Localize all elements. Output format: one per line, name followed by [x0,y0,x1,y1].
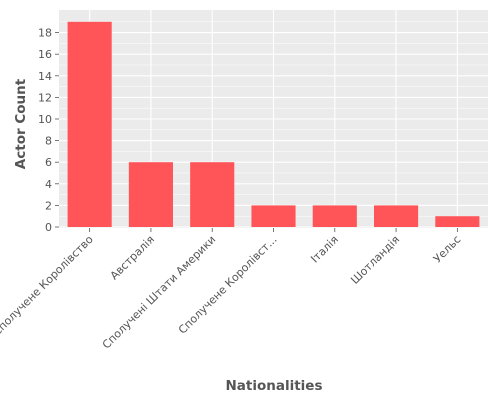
y-tick-label: 16 [38,48,52,61]
y-tick-label: 0 [45,221,52,234]
bar [435,216,480,227]
x-axis-title: Nationalities [225,378,322,394]
y-tick-label: 10 [38,113,52,126]
y-tick-label: 8 [45,135,52,148]
x-tick-label: Сполучене Королівст... [176,233,280,337]
bar [374,205,419,227]
bar [312,205,357,227]
y-tick-label: 2 [45,199,52,212]
bar [67,21,112,227]
bar [128,162,173,227]
x-tick-label: Сполучене Королівство [0,233,96,339]
y-tick-label: 6 [45,156,52,169]
x-tick-label: Шотландія [348,233,402,287]
y-tick-label: 18 [38,27,52,40]
bars [67,21,480,227]
x-axis-ticks: Сполучене Королівство АвстраліяСполучені … [0,228,463,351]
x-tick-label: Австралія [108,233,157,282]
bar [251,205,296,227]
x-tick-label: Сполучені Штати Америки [100,233,219,352]
y-tick-label: 14 [38,70,52,83]
x-tick-label: Італія [308,233,341,266]
x-tick-label: Уельс [431,233,464,266]
y-axis-title: Actor Count [13,78,29,169]
bar [190,162,235,227]
y-axis-ticks: 0 2 4 6 8 10 12 14 16 18 [38,27,59,234]
y-tick-label: 4 [45,178,52,191]
y-tick-label: 12 [38,91,52,104]
